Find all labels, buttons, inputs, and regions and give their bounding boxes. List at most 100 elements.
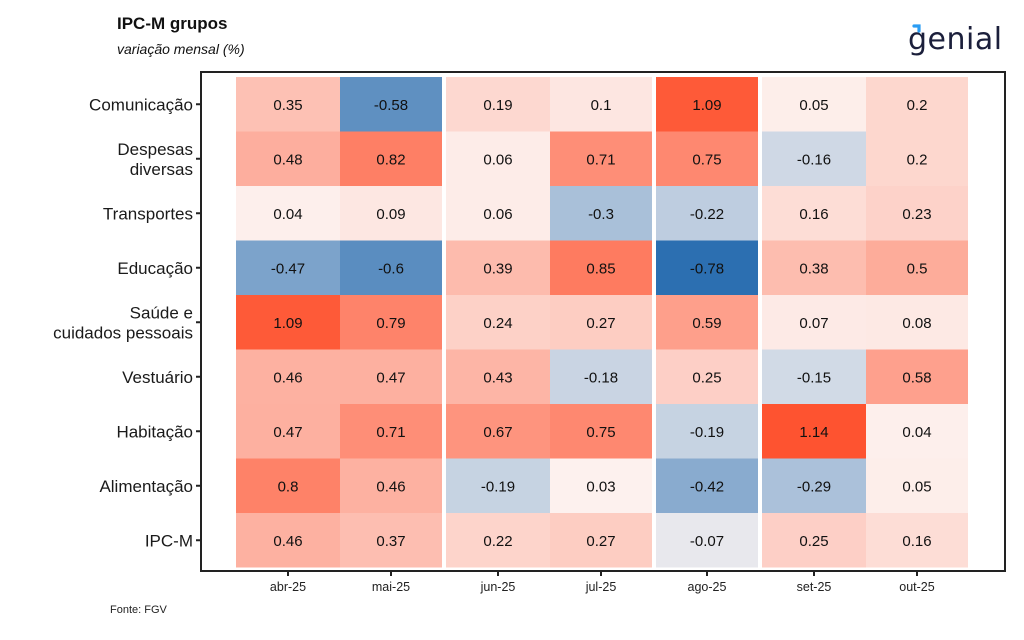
heatmap-cell	[656, 240, 758, 295]
heatmap-cell	[550, 131, 652, 186]
cell-value-label: -0.19	[690, 424, 724, 441]
cell-value-label: -0.16	[797, 151, 831, 168]
y-tick-label: Alimentação	[99, 477, 193, 496]
heatmap-cell	[446, 513, 550, 568]
chart-subtitle: variação mensal (%)	[117, 41, 245, 57]
x-tick-label: jul-25	[585, 580, 617, 594]
heatmap-cell	[656, 131, 758, 186]
heatmap-cell	[446, 240, 550, 295]
cell-value-label: 0.25	[692, 369, 721, 386]
cell-value-label: 0.05	[799, 97, 828, 114]
logo-wordmark: genial	[908, 22, 1003, 57]
cell-value-label: 0.38	[799, 260, 828, 277]
cell-value-label: 0.82	[376, 151, 405, 168]
cell-value-label: 0.2	[907, 97, 928, 114]
cell-value-label: 1.14	[799, 424, 828, 441]
heatmap-cell-labels: 0.35 -0.58 0.19 0.1 1.09 0.05 0.2 0.48 0.82 0.06 0…	[271, 97, 932, 550]
chart-title: IPC-M grupos	[117, 14, 228, 33]
heatmap-cell	[866, 186, 968, 241]
cell-value-label: 0.39	[483, 260, 512, 277]
cell-value-label: -0.15	[797, 369, 831, 386]
cell-value-label: 0.47	[376, 369, 405, 386]
cell-value-label: 1.09	[692, 97, 721, 114]
cell-value-label: 0.47	[273, 424, 302, 441]
cell-value-label: 0.03	[586, 478, 615, 495]
cell-value-label: 0.67	[483, 424, 512, 441]
y-tick-label: Saúde e	[130, 303, 193, 322]
cell-value-label: 0.08	[902, 315, 931, 332]
cell-value-label: -0.47	[271, 260, 305, 277]
cell-value-label: 0.19	[483, 97, 512, 114]
cell-value-label: 0.85	[586, 260, 615, 277]
cell-value-label: 0.43	[483, 369, 512, 386]
heatmap-cell	[866, 131, 968, 186]
heatmap-cell	[340, 513, 442, 568]
cell-value-label: 0.46	[273, 369, 302, 386]
heatmap-cell	[446, 131, 550, 186]
cell-value-label: 0.23	[902, 206, 931, 223]
cell-value-label: 0.79	[376, 315, 405, 332]
cell-value-label: 0.27	[586, 315, 615, 332]
cell-value-label: 0.24	[483, 315, 512, 332]
heatmap-cell	[236, 458, 340, 513]
heatmap-cell	[446, 404, 550, 459]
cell-value-label: 0.16	[799, 206, 828, 223]
cell-value-label: -0.29	[797, 478, 831, 495]
x-tick-label: jun-25	[480, 580, 516, 594]
heatmap-cell	[762, 240, 866, 295]
y-tick-label: Comunicação	[89, 95, 193, 114]
heatmap-cell	[340, 404, 442, 459]
heatmap-cell	[866, 458, 968, 513]
cell-value-label: 0.1	[591, 97, 612, 114]
cell-value-label: -0.58	[374, 97, 408, 114]
cell-value-label: 0.75	[692, 151, 721, 168]
heatmap-cell	[550, 404, 652, 459]
heatmap-cell	[866, 513, 968, 568]
heatmap-cell	[762, 404, 866, 459]
heatmap-cell	[236, 349, 340, 404]
heatmap-cell	[866, 349, 968, 404]
x-tick-label: out-25	[899, 580, 934, 594]
cell-value-label: 0.71	[586, 151, 615, 168]
heatmap-cell	[656, 186, 758, 241]
x-tick-label: ago-25	[688, 580, 727, 594]
cell-value-label: 0.46	[273, 533, 302, 550]
heatmap-cell	[236, 404, 340, 459]
cell-value-label: 0.71	[376, 424, 405, 441]
cell-value-label: 0.07	[799, 315, 828, 332]
heatmap-cell	[446, 77, 550, 132]
y-tick-label: IPC-M	[145, 531, 193, 550]
cell-value-label: 0.22	[483, 533, 512, 550]
heatmap-cell	[236, 240, 340, 295]
cell-value-label: 0.04	[273, 206, 302, 223]
cell-value-label: -0.07	[690, 533, 724, 550]
heatmap-cell	[656, 77, 758, 132]
logo-accent-icon	[912, 24, 921, 33]
cell-value-label: 0.5	[907, 260, 928, 277]
heatmap-cell	[340, 131, 442, 186]
cell-value-label: -0.18	[584, 369, 618, 386]
heatmap-cell	[550, 458, 652, 513]
genial-logo: genial	[908, 22, 1003, 57]
heatmap-cell	[656, 349, 758, 404]
heatmap-cell	[762, 131, 866, 186]
heatmap-cell	[446, 349, 550, 404]
heatmap-cell	[236, 186, 340, 241]
heatmap-cell	[340, 349, 442, 404]
heatmap-cell	[866, 77, 968, 132]
heatmap-cell	[446, 295, 550, 350]
heatmap-cell	[656, 404, 758, 459]
heatmap-cell	[762, 186, 866, 241]
x-tick-label: abr-25	[270, 580, 306, 594]
heatmap-cell	[446, 186, 550, 241]
cell-value-label: 0.06	[483, 206, 512, 223]
heatmap-cell	[656, 295, 758, 350]
cell-value-label: 0.27	[586, 533, 615, 550]
heatmap-cell	[762, 458, 866, 513]
cell-value-label: -0.42	[690, 478, 724, 495]
heatmap-cell	[762, 77, 866, 132]
cell-value-label: -0.78	[690, 260, 724, 277]
heatmap-cell	[656, 513, 758, 568]
